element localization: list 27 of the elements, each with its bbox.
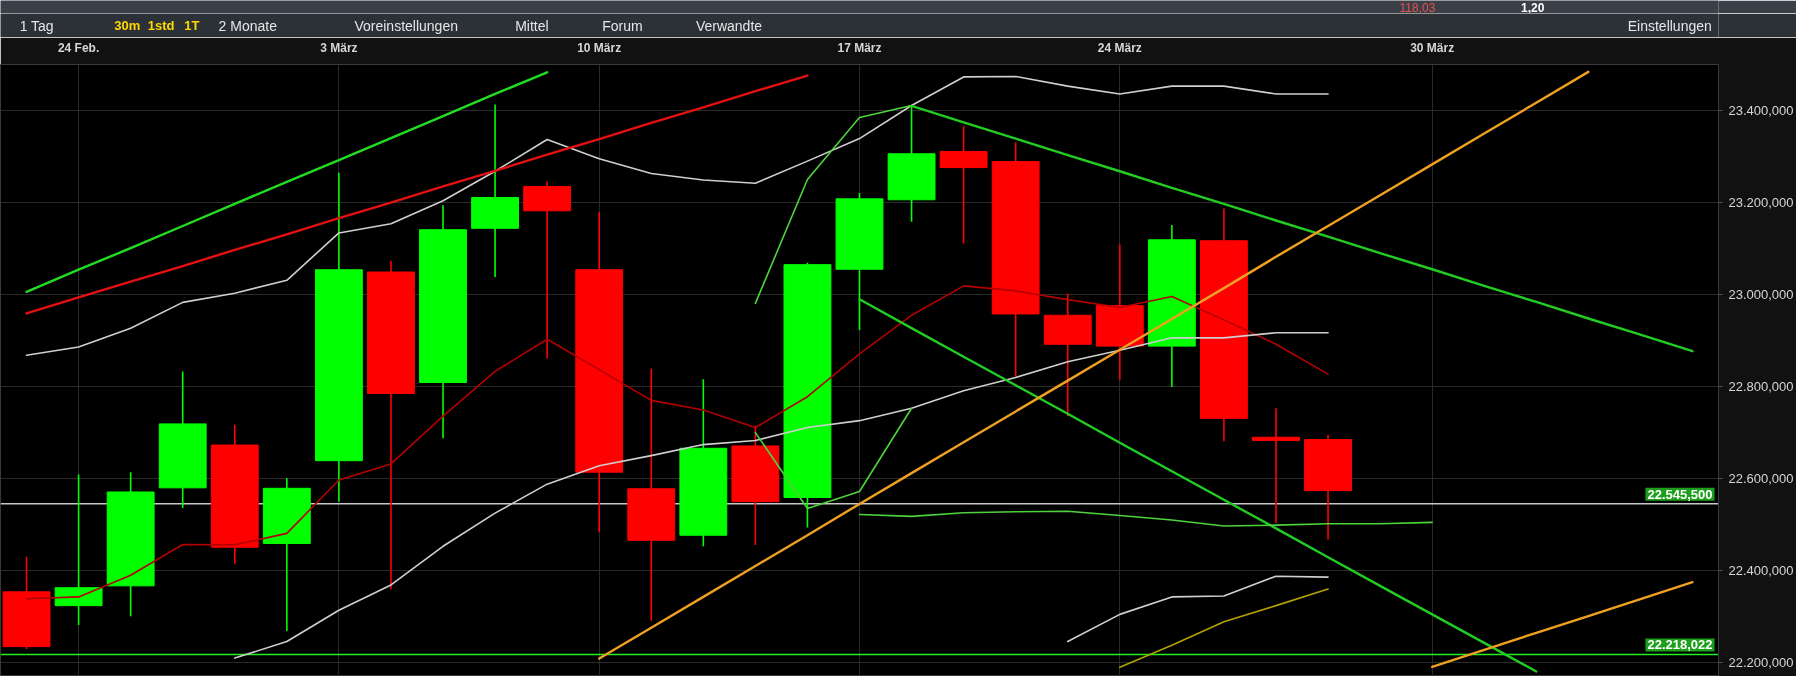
text: Einstellungen xyxy=(1627,17,1712,34)
x-tick-label: 30 März xyxy=(1410,40,1455,55)
text: Voreinstellungen xyxy=(354,17,458,34)
x-tick-label: 24 März xyxy=(1097,40,1142,55)
y-tick-label: 23.000,000 xyxy=(1728,287,1794,303)
y-tick-label: 23.200,000 xyxy=(1728,195,1794,211)
text: Verwandte xyxy=(695,17,763,34)
text: Mittel xyxy=(515,17,549,34)
text: 30m xyxy=(114,18,141,33)
y-tick-label: 22.800,000 xyxy=(1728,379,1794,395)
y-tick-label: 23.400,000 xyxy=(1728,103,1794,119)
x-tick-label: 3 März xyxy=(320,40,358,55)
text: 1T xyxy=(184,18,200,33)
text: 1std xyxy=(147,18,175,33)
text: 118,03 xyxy=(1399,0,1436,15)
y-tick-label: 22.600,000 xyxy=(1728,471,1794,487)
y-tick-label: 22.200,000 xyxy=(1728,655,1794,671)
ref-line-label: 22.545,500 xyxy=(1647,486,1713,502)
text: Forum xyxy=(602,17,643,34)
ref-line-label: 22.218,022 xyxy=(1647,637,1713,653)
text: 1 Tag xyxy=(19,17,54,34)
text: 1,20 xyxy=(1521,0,1545,15)
x-tick-label: 17 März xyxy=(837,40,882,55)
y-tick-label: 22.400,000 xyxy=(1728,563,1794,579)
x-tick-label: 24 Feb. xyxy=(57,40,100,55)
text: 2 Monate xyxy=(218,17,278,34)
x-tick-label: 10 März xyxy=(577,40,622,55)
